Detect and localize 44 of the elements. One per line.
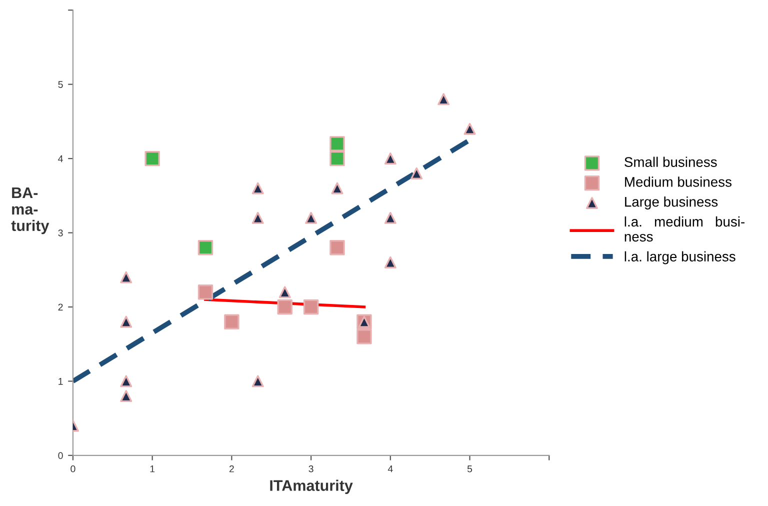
point <box>120 390 132 402</box>
point <box>120 375 132 388</box>
point <box>384 256 396 268</box>
point <box>330 150 345 166</box>
x-tick-label: 4 <box>388 465 393 472</box>
y-tick-label: 0 <box>58 452 63 460</box>
point <box>384 212 396 224</box>
legend-label: Large business <box>625 196 718 210</box>
point <box>144 150 160 166</box>
point <box>198 240 214 256</box>
x-tick-label: 0 <box>70 465 76 472</box>
point <box>120 271 132 284</box>
y-tick-label: 3 <box>58 229 63 236</box>
y-tick-label: 2 <box>58 304 63 310</box>
point <box>120 316 132 328</box>
point <box>252 182 264 194</box>
point <box>252 212 264 224</box>
point <box>438 93 450 106</box>
point <box>252 375 264 388</box>
point <box>384 152 396 165</box>
x-tick-label: 5 <box>467 465 472 472</box>
point <box>224 314 240 330</box>
legend-label: l.a. large business <box>624 251 736 264</box>
x-tick-label: 3 <box>308 465 314 472</box>
point <box>356 329 372 344</box>
y-tick-label: 5 <box>58 81 63 88</box>
point <box>198 284 214 300</box>
x-tick-label: 2 <box>229 465 234 472</box>
point <box>330 240 345 256</box>
x-tick-label: 1 <box>150 465 155 472</box>
point <box>410 167 423 180</box>
point <box>303 299 319 315</box>
point <box>278 286 291 298</box>
point <box>331 182 344 194</box>
y-tick-label: 1 <box>58 378 63 385</box>
x-axis-title: ITAmaturity <box>270 480 353 494</box>
point <box>330 136 345 152</box>
legend-label: Small business <box>624 156 717 167</box>
point <box>277 299 292 315</box>
point <box>305 212 318 224</box>
y-axis-title: BA- ma- turity <box>11 187 50 234</box>
legend-label: Medium business <box>625 176 732 187</box>
point <box>464 122 476 135</box>
y-tick-label: 4 <box>58 155 63 162</box>
